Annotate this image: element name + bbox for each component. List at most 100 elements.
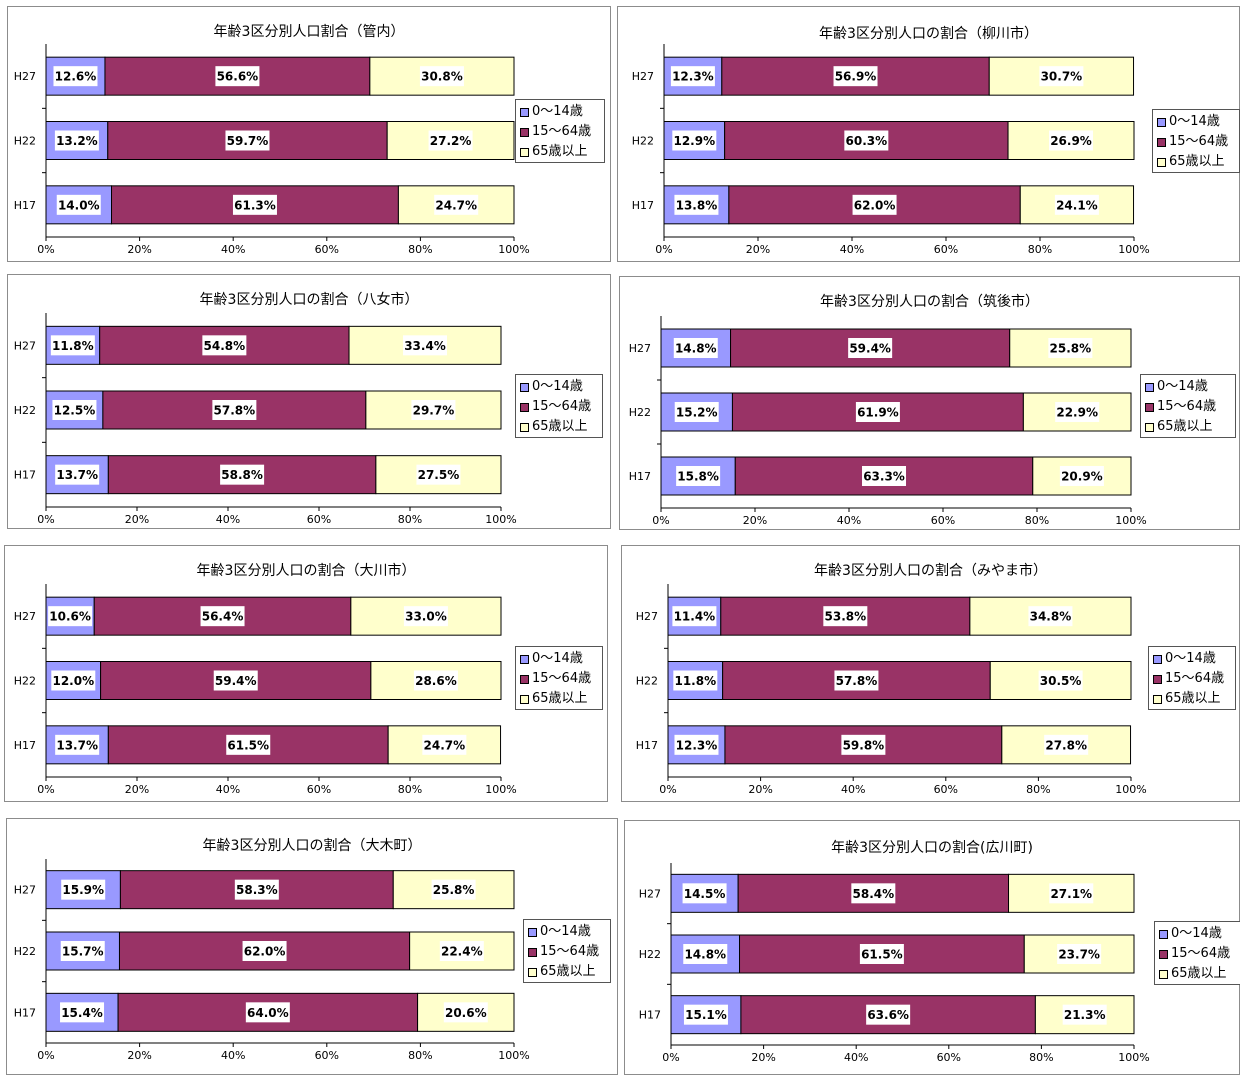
year-label: H17 (629, 470, 651, 483)
x-tick-label: 20% (125, 513, 149, 526)
chart-legend: 0～14歳 15～64歳 65歳以上 (1148, 646, 1236, 710)
year-label: H22 (14, 945, 36, 958)
x-tick-label: 0% (37, 783, 54, 796)
x-tick-label: 80% (398, 783, 422, 796)
legend-item: 15～64歳 (520, 669, 597, 689)
x-tick-label: 0% (37, 243, 54, 256)
data-label: 12.6% (55, 70, 97, 84)
data-label-box (1049, 883, 1094, 904)
chart-panel: 年齢3区分別人口の割合（大川市） 0% 20% 40% 60% 80% 100% H27 10.… (4, 545, 608, 802)
x-tick-label: 100% (1115, 514, 1146, 527)
data-label: 64.0% (247, 1006, 289, 1020)
data-label-box (443, 1002, 488, 1023)
year-label: H27 (629, 342, 651, 355)
data-label: 56.6% (217, 70, 259, 84)
data-label-box (844, 130, 889, 151)
legend-item: 0～14歳 (1153, 649, 1230, 669)
data-label: 15.1% (685, 1008, 727, 1022)
data-label-box (439, 941, 484, 961)
chart-legend: 0～14歳 15～64歳 65歳以上 (523, 919, 611, 983)
chart-title: 年齢3区分別人口の割合（八女市） (199, 292, 419, 308)
chart-panel: 年齢3区分別人口の割合（八女市） 0% 20% 40% 60% 80% 100% H27 11.… (7, 274, 611, 529)
chart-panel: 年齢3区分別人口の割合（みやま市） 0% 20% 40% 60% 80% 100% H27 11… (621, 545, 1240, 802)
legend-item: 0～14歳 (1145, 377, 1230, 397)
year-label: H27 (14, 339, 36, 352)
legend-label: 15～64歳 (1165, 671, 1225, 686)
data-label: 57.8% (836, 674, 878, 688)
legend-item: 15～64歳 (520, 122, 599, 142)
data-label: 12.0% (52, 674, 94, 688)
legend-swatch (1153, 654, 1162, 664)
data-label-box (841, 734, 886, 755)
legend-label: 15～64歳 (1169, 134, 1229, 149)
data-label: 54.8% (204, 339, 246, 353)
chart-panel: 年齢3区分別人口の割合(広川町) 0% 20% 40% 60% 80% 100% H27 14.… (624, 820, 1240, 1075)
chart-plot: 0% 20% 40% 60% 80% 100% H27 15.9% 58.3% 25.8% H22 1… (14, 859, 530, 1062)
data-label: 13.2% (56, 134, 98, 148)
data-label: 59.4% (215, 674, 257, 688)
legend-swatch (528, 967, 537, 977)
legend-label: 65歳以上 (1169, 154, 1225, 169)
legend-item: 65歳以上 (520, 689, 597, 709)
chart-plot: 0% 20% 40% 60% 80% 100% H27 12.3% 56.9% 30.7% H22 1… (632, 44, 1150, 256)
legend-swatch (528, 947, 537, 957)
data-label-box (419, 66, 464, 87)
x-tick-label: 80% (1029, 1051, 1053, 1064)
data-label: 27.2% (430, 134, 472, 148)
data-label-box (212, 400, 257, 420)
data-label-box (862, 466, 907, 486)
data-label-box (1054, 194, 1099, 215)
data-label-box (1039, 66, 1084, 87)
chart-plot: 0% 20% 40% 60% 80% 100% H27 14.8% 59.4% 25.8% H22 1… (629, 316, 1147, 527)
data-label: 15.9% (62, 883, 104, 897)
data-label: 15.8% (677, 470, 719, 484)
x-tick-label: 0% (37, 1049, 54, 1062)
x-tick-label: 100% (485, 783, 516, 796)
data-label: 22.9% (1056, 406, 1098, 420)
year-label: H17 (14, 1006, 36, 1019)
data-label-box (54, 130, 99, 151)
data-label-box (56, 194, 101, 215)
data-label: 62.0% (244, 945, 286, 959)
data-label: 53.8% (825, 610, 867, 624)
data-label-box (225, 130, 270, 151)
legend-swatch (520, 654, 529, 664)
data-label-box (202, 335, 247, 356)
data-label: 56.4% (202, 610, 244, 624)
x-tick-label: 40% (844, 1051, 868, 1064)
data-label-box (674, 734, 719, 755)
chart-title: 年齢3区分別人口の割合（柳川市） (819, 26, 1038, 42)
data-label-box (60, 941, 105, 961)
data-label: 58.3% (236, 883, 278, 897)
x-tick-label: 80% (408, 1049, 432, 1062)
data-label-box (1059, 466, 1104, 486)
x-tick-label: 60% (931, 514, 955, 527)
data-label: 10.6% (49, 610, 91, 624)
legend-swatch (1159, 929, 1168, 939)
year-label: H22 (632, 135, 654, 148)
x-tick-label: 60% (934, 243, 958, 256)
data-label: 23.7% (1058, 948, 1100, 962)
chart-plot: 0% 20% 40% 60% 80% 100% H27 12.6% 56.6% 30.8% H22 1… (14, 44, 530, 256)
x-tick-label: 100% (498, 243, 529, 256)
data-label: 12.3% (672, 70, 714, 84)
data-label: 56.9% (835, 70, 877, 84)
data-label: 30.5% (1040, 674, 1082, 688)
chart-plot: 0% 20% 40% 60% 80% 100% H27 11.8% 54.8% 33.4% H22 1… (14, 313, 517, 526)
data-label-box (1049, 130, 1094, 151)
x-tick-label: 20% (743, 514, 767, 527)
x-tick-label: 20% (751, 1051, 775, 1064)
data-label-box (823, 606, 868, 627)
data-label: 22.4% (441, 945, 483, 959)
legend-item: 15～64歳 (1157, 132, 1234, 152)
legend-item: 0～14歳 (520, 102, 599, 122)
legend-item: 15～64歳 (528, 942, 605, 962)
x-tick-label: 0% (662, 1051, 679, 1064)
legend-label: 65歳以上 (532, 144, 588, 159)
legend-label: 65歳以上 (1157, 419, 1213, 434)
legend-swatch (528, 927, 537, 937)
data-label-box (403, 335, 448, 356)
chart-plot: 0% 20% 40% 60% 80% 100% H27 10.6% 56.4% 33.0% H22 1… (14, 584, 517, 796)
year-label: H27 (639, 887, 661, 900)
data-label-box (213, 670, 258, 691)
